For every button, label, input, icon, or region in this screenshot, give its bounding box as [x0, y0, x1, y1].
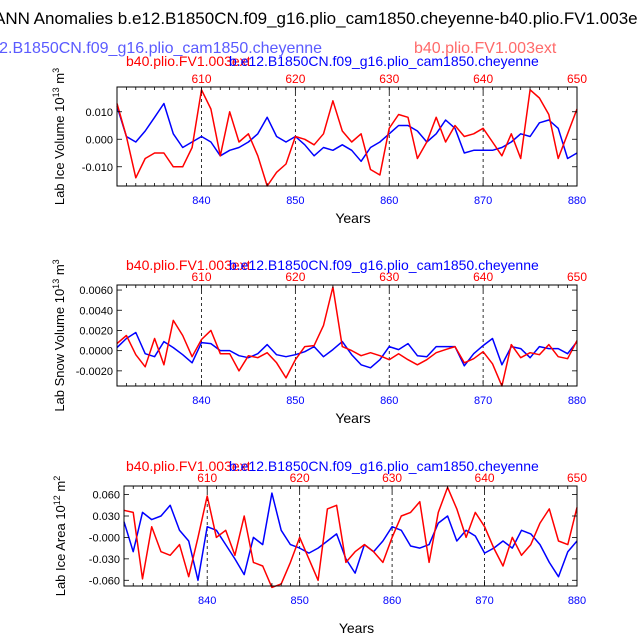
- y-axis-title-part: 12: [52, 495, 62, 505]
- x-tick-label: 860: [383, 595, 401, 607]
- chart-panel-2: 840 850 860 870 880 610 620 630 640 650 0.0060 0.00…: [51, 257, 587, 426]
- y-axis-title-part: Lab Snow Volume 10: [52, 289, 67, 412]
- x-tick-label: 870: [474, 395, 492, 407]
- y-tick-label: 0.060: [92, 490, 120, 502]
- series-line-blue: [123, 492, 578, 582]
- series-line-red: [116, 286, 578, 387]
- top-label-red: b40.plio.FV1.003ext: [126, 458, 251, 474]
- x-tick-label: 870: [475, 595, 493, 607]
- y-axis-title-part: m: [52, 73, 67, 87]
- x-tick-label: 880: [568, 395, 586, 407]
- x-tick-label: 880: [568, 595, 586, 607]
- y-tick-label: -0.0020: [76, 366, 113, 378]
- x-tick-label: 870: [474, 195, 492, 207]
- top-x-tick-label: 650: [567, 471, 587, 485]
- y-axis-title-part: m: [53, 481, 68, 495]
- y-axis-title: Lab Ice Volume 1013 m3: [51, 68, 67, 205]
- top-label-red: b40.plio.FV1.003ext: [126, 53, 251, 69]
- y-tick-label: 0.0020: [79, 325, 113, 337]
- figure-subtitle-red: b40.plio.FV1.003ext: [414, 40, 557, 57]
- x-tick-label: 860: [380, 395, 398, 407]
- y-tick-label: -0.060: [89, 575, 120, 587]
- chart-panel-3: 840 850 860 870 880 610 620 630 640 650 0.060 0.030…: [52, 458, 587, 636]
- x-tick-label: 860: [380, 195, 398, 207]
- y-axis-title-part: 13: [51, 87, 61, 97]
- x-tick-label: 850: [286, 395, 304, 407]
- top-label-blue: b.e12.B1850CN.f09_g16.plio_cam1850.cheye…: [229, 458, 539, 474]
- x-axis-title: Years: [335, 210, 370, 226]
- x-axis-title: Years: [335, 410, 370, 426]
- x-axis-title: Years: [339, 620, 374, 636]
- y-tick-label: 0.030: [92, 511, 120, 523]
- y-tick-label: 0.0040: [79, 305, 113, 317]
- top-label-red: b40.plio.FV1.003ext: [126, 257, 251, 273]
- y-axis-title-part: m: [52, 264, 67, 278]
- x-tick-label: 850: [286, 195, 304, 207]
- top-x-tick-label: 640: [473, 72, 493, 86]
- chart-panels: 840 850 860 870 880 610 620 630 640 650 0.010 0.000…: [51, 53, 587, 636]
- top-x-tick-label: 630: [379, 72, 399, 86]
- y-axis-title-part: 3: [51, 259, 61, 264]
- top-x-tick-label: 620: [285, 270, 305, 284]
- top-x-tick-label: 610: [191, 270, 211, 284]
- y-axis-title-part: Lab Ice Area 10: [53, 505, 68, 596]
- plot-frame: [123, 485, 578, 587]
- y-tick-label: -0.030: [89, 554, 120, 566]
- y-axis-title-part: Lab Ice Volume 10: [52, 97, 67, 205]
- y-tick-label: -0.010: [82, 162, 113, 174]
- y-axis-title: Lab Snow Volume 1013 m3: [51, 259, 67, 411]
- y-axis-title-part: 13: [51, 279, 61, 289]
- top-x-tick-label: 610: [197, 471, 217, 485]
- y-tick-label: 0.0060: [79, 285, 113, 297]
- series-line-red: [116, 89, 578, 187]
- top-x-tick-label: 640: [473, 270, 493, 284]
- y-tick-label: 0.010: [85, 107, 113, 119]
- top-x-tick-label: 620: [290, 471, 310, 485]
- x-tick-label: 840: [192, 395, 210, 407]
- y-tick-label: 0.000: [85, 134, 113, 146]
- chart-panel-1: 840 850 860 870 880 610 620 630 640 650 0.010 0.000…: [51, 53, 587, 226]
- plot-frame: [116, 284, 578, 387]
- top-x-tick-label: 630: [379, 270, 399, 284]
- top-x-tick-label: 650: [567, 72, 587, 86]
- y-tick-label: -0.000: [89, 532, 120, 544]
- top-x-tick-label: 630: [382, 471, 402, 485]
- top-label-blue: b.e12.B1850CN.f09_g16.plio_cam1850.cheye…: [229, 257, 539, 273]
- series-line-red: [123, 486, 578, 589]
- top-x-tick-label: 610: [191, 72, 211, 86]
- x-tick-label: 880: [568, 195, 586, 207]
- top-x-tick-label: 620: [285, 72, 305, 86]
- top-label-blue: b.e12.B1850CN.f09_g16.plio_cam1850.cheye…: [229, 53, 539, 69]
- x-tick-label: 840: [198, 595, 216, 607]
- y-axis-title: Lab Ice Area 1012 m2: [52, 476, 68, 597]
- top-x-tick-label: 640: [475, 471, 495, 485]
- plot-frame: [116, 86, 578, 187]
- figure-title: ANN Anomalies b.e12.B1850CN.f09_g16.plio…: [0, 9, 638, 28]
- y-axis-title-part: 3: [51, 68, 61, 73]
- x-tick-label: 850: [290, 595, 308, 607]
- figure-subtitle-blue: b.e12.B1850CN.f09_g16.plio_cam1850.cheye…: [0, 40, 322, 57]
- top-x-tick-label: 650: [567, 270, 587, 284]
- y-axis-title-part: 2: [52, 476, 62, 481]
- x-tick-label: 840: [192, 195, 210, 207]
- series-line-blue: [116, 102, 578, 163]
- y-tick-label: 0.0000: [79, 346, 113, 358]
